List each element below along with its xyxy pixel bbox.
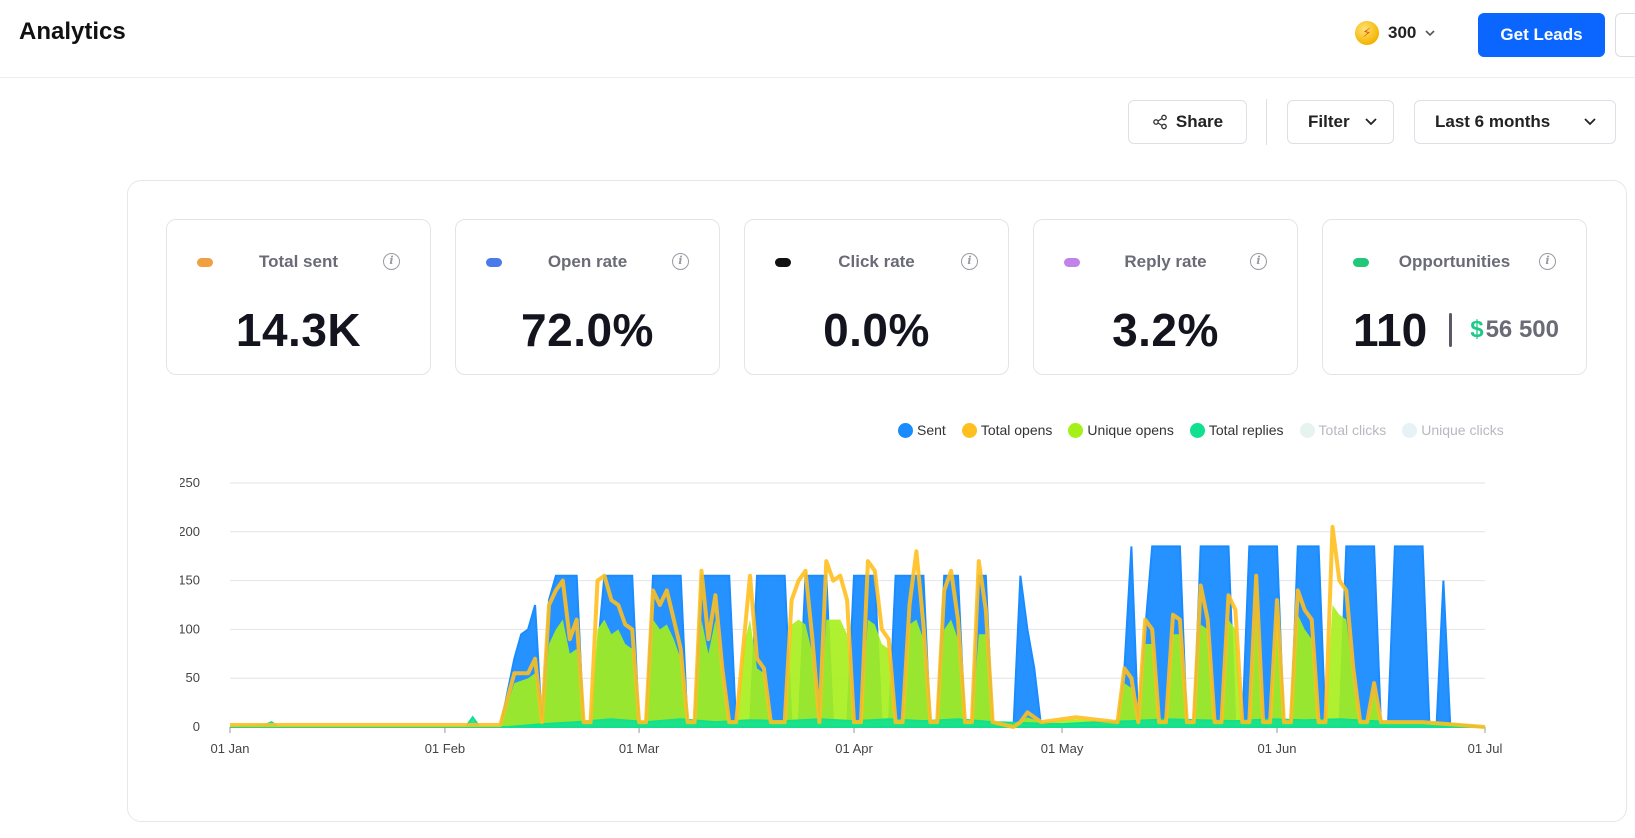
opportunities-amount: 56 500 <box>1485 316 1559 343</box>
filter-label: Filter <box>1308 112 1350 131</box>
x-tick-label: 01 Jul <box>1468 741 1503 756</box>
stat-card-total-sent: Total sent i 14.3K <box>166 219 431 375</box>
stat-value: 14.3K <box>235 304 362 356</box>
x-tick-label: 01 Feb <box>425 741 465 756</box>
stat-value: 0.0% <box>823 304 930 356</box>
toolbar-divider <box>1266 99 1267 145</box>
share-label: Share <box>1175 112 1224 131</box>
legend-item[interactable]: Total opens <box>961 422 1053 438</box>
legend-label: Total replies <box>1208 422 1284 438</box>
chart-legend: Sent Total opens Unique opens Total replies… <box>898 422 1520 438</box>
x-tick-label: 01 Jun <box>1257 741 1296 756</box>
share-button[interactable]: Share <box>1128 100 1247 144</box>
legend-swatch <box>961 422 977 438</box>
legend-item[interactable]: Unique clicks <box>1402 422 1504 438</box>
opportunities-value: 110 $ 56 500 <box>1353 303 1559 357</box>
y-tick-label: 100 <box>180 621 200 636</box>
get-leads-button[interactable]: Get Leads <box>1478 13 1605 57</box>
click-rate-dot <box>775 258 791 267</box>
stat-card-click-rate: Click rate i 0.0% <box>744 219 1009 375</box>
value-separator <box>1449 313 1453 347</box>
legend-swatch <box>1402 422 1418 438</box>
opportunities-count: 110 <box>1353 304 1428 356</box>
info-icon[interactable]: i <box>383 253 400 270</box>
chevron-down-icon <box>1425 30 1435 37</box>
legend-item[interactable]: Unique opens <box>1068 422 1174 438</box>
info-icon[interactable]: i <box>1250 253 1267 270</box>
stat-value: 3.2% <box>1112 304 1219 356</box>
currency-symbol: $ <box>1470 316 1484 343</box>
stat-label: Click rate <box>838 252 915 271</box>
y-tick-label: 250 <box>180 475 200 490</box>
credits-value: 300 <box>1388 23 1417 42</box>
total-sent-dot <box>197 258 213 267</box>
x-tick-label: 01 Apr <box>835 741 873 756</box>
info-icon[interactable]: i <box>672 253 689 270</box>
chevron-down-icon <box>1364 118 1377 126</box>
legend-item[interactable]: Total replies <box>1189 422 1284 438</box>
credits-dropdown[interactable]: ⚡ 300 <box>1355 21 1435 45</box>
stat-card-reply-rate: Reply rate i 3.2% <box>1033 219 1298 375</box>
y-tick-label: 0 <box>193 719 200 734</box>
date-range-select[interactable]: Last 6 months <box>1414 100 1616 144</box>
y-tick-label: 200 <box>180 524 200 539</box>
opportunities-dot <box>1353 258 1369 267</box>
filter-button[interactable]: Filter <box>1287 100 1394 144</box>
y-tick-label: 150 <box>180 573 200 588</box>
series-total-opens-line <box>230 524 1486 729</box>
stat-label: Open rate <box>547 252 628 271</box>
legend-swatch <box>1189 422 1205 438</box>
info-icon[interactable]: i <box>1539 253 1556 270</box>
bolt-coin-icon: ⚡ <box>1355 21 1379 45</box>
x-tick-label: 01 Jan <box>210 741 249 756</box>
reply-rate-dot <box>1064 258 1080 267</box>
legend-label: Unique clicks <box>1421 422 1504 438</box>
info-icon[interactable]: i <box>961 253 978 270</box>
stat-label: Total sent <box>258 252 339 271</box>
stat-card-open-rate: Open rate i 72.0% <box>455 219 720 375</box>
legend-swatch <box>1068 422 1084 438</box>
chevron-down-icon <box>1584 118 1596 126</box>
open-rate-dot <box>486 258 502 267</box>
stat-label: Reply rate <box>1124 252 1207 271</box>
y-tick-label: 50 <box>186 670 200 685</box>
stat-card-opportunities: Opportunities i 110 $ 56 500 <box>1322 219 1587 375</box>
top-bar: Analytics ⚡ 300 Get Leads <box>0 0 1635 78</box>
page-title: Analytics <box>19 18 126 45</box>
series-unique-opens-area <box>230 605 1485 727</box>
legend-swatch <box>1299 422 1315 438</box>
account-button[interactable] <box>1615 13 1635 57</box>
activity-chart: 0 50 100 150 200 250 01 Jan 01 Feb 01 Mar 01 Apr 0… <box>180 475 1503 756</box>
legend-item[interactable]: Total clicks <box>1299 422 1387 438</box>
legend-label: Sent <box>917 422 946 438</box>
x-tick-label: 01 Mar <box>619 741 660 756</box>
stat-value: 72.0% <box>521 304 654 356</box>
stat-label: Opportunities <box>1398 252 1511 271</box>
date-range-label: Last 6 months <box>1435 112 1551 131</box>
x-tick-label: 01 May <box>1041 741 1084 756</box>
legend-label: Unique opens <box>1087 422 1174 438</box>
share-icon <box>1153 114 1167 130</box>
legend-swatch <box>898 422 913 438</box>
legend-label: Total clicks <box>1318 422 1387 438</box>
legend-label: Total opens <box>980 422 1053 438</box>
legend-item[interactable]: Sent <box>898 422 946 438</box>
